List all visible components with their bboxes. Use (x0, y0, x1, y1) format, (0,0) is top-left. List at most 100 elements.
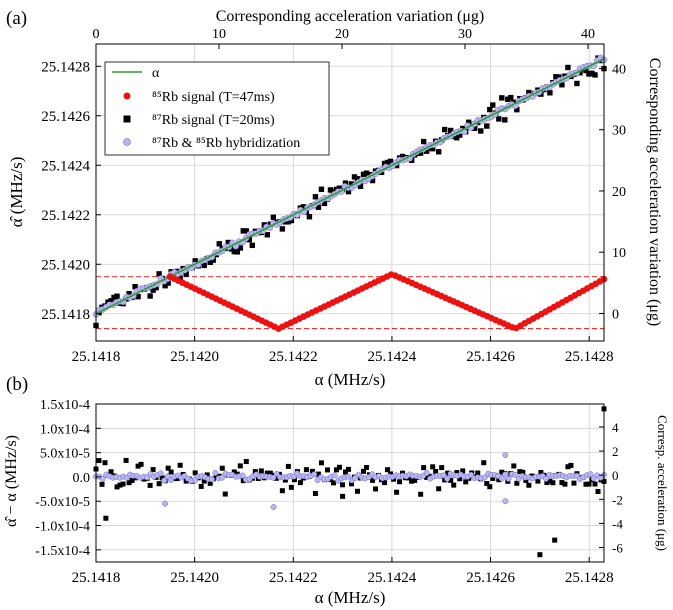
residual-hybrid-point (502, 471, 509, 478)
rb87-point (565, 64, 571, 71)
rb87-point (216, 241, 222, 247)
rb87-point (327, 187, 334, 193)
residual-rb87-point (382, 480, 388, 486)
right-axis-title-b: Corresp. acceleration (μg) (655, 415, 670, 551)
rb87-point (357, 183, 364, 189)
residual-rb87-point (222, 491, 228, 497)
residual-rb87-point (511, 463, 517, 469)
rb87-point (387, 158, 394, 165)
residual-hybrid-point (212, 469, 219, 476)
y-axis-title-a: α̂ (MHz/s) (7, 157, 26, 228)
residual-rb87-point (361, 468, 367, 474)
panel-label-a: (a) (6, 8, 27, 29)
residual-rb87-point (538, 470, 544, 476)
rb87-point (583, 67, 589, 74)
tick-label-x-a: 25.1422 (269, 349, 318, 365)
residual-rb87-point (451, 482, 457, 488)
residual-rb87-point (460, 468, 466, 474)
residual-rb87-point (309, 468, 315, 474)
rb87-point (435, 149, 442, 155)
residual-rb87-point (339, 482, 345, 488)
residual-rb87-point (457, 476, 463, 482)
rb87-point (381, 160, 388, 167)
rb87-point (348, 181, 355, 187)
rb87-point (318, 186, 325, 192)
x-axis-title-b: α (MHz/s) (315, 588, 386, 607)
x-axis-title-a: α (MHz/s) (315, 370, 386, 389)
residual-rb87-point (586, 481, 592, 487)
residual-rb87-point (99, 481, 105, 487)
residual-rb87-point (547, 478, 553, 484)
tick-label-right-a: 20 (612, 185, 626, 200)
rb87-point (306, 214, 313, 220)
rb87-point (420, 138, 427, 145)
rb87-point (399, 153, 406, 160)
legend-marker-rb87 (123, 115, 131, 123)
residual-rb87-point (231, 469, 237, 475)
residual-hybrid-point (587, 471, 594, 478)
legend-marker-rb85 (123, 92, 131, 100)
rb87-point (360, 171, 367, 178)
residual-rb87-point (336, 464, 342, 470)
residual-rb87-point (421, 465, 427, 471)
residual-rb87-point (150, 467, 156, 473)
tick-label-x-a: 25.1424 (368, 349, 417, 365)
residual-hybrid-point (440, 472, 447, 479)
residual-rb87-point (385, 467, 391, 473)
tick-label-y-b: -1.5x10-4 (35, 544, 90, 559)
residual-hybrid-point (481, 474, 488, 481)
residual-rb87-point (370, 477, 376, 483)
residual-rb87-outlier (552, 537, 558, 543)
residual-rb87-point (129, 478, 135, 484)
tick-label-top-a: 10 (212, 27, 226, 42)
rb87-point (315, 204, 322, 210)
residual-rb87-outlier (537, 552, 543, 558)
tick-label-x-a: 25.1420 (170, 349, 219, 365)
residual-rb87-point (138, 461, 144, 467)
residual-hybrid-point (423, 470, 430, 476)
residual-rb87-point (147, 482, 153, 488)
y-axis-title-b: α̂ − α (MHz/s) (3, 435, 20, 527)
residual-rb87-point (436, 486, 442, 492)
residual-hybrid-point (161, 477, 168, 484)
residual-rb87-point (559, 480, 565, 486)
rb87-point (153, 284, 159, 291)
residual-rb87-point (243, 459, 249, 465)
residual-hybrid-point (270, 474, 277, 481)
rb87-point (342, 180, 349, 186)
residual-hybrid-outlier (162, 500, 168, 507)
right-axis-title-a: Corresponding acceleration variation (μg… (646, 58, 663, 326)
tick-label-y-a: 25.1426 (41, 109, 90, 125)
residual-hybrid-point (543, 475, 549, 482)
legend-label-hybrid: ⁸⁷Rb & ⁸⁵Rb hybridization (152, 136, 300, 151)
residual-rb87-point (487, 484, 493, 490)
rb87-point (423, 148, 430, 154)
tick-label-right-a: 30 (612, 124, 626, 139)
residual-rb87-point (373, 486, 379, 492)
residual-rb87-point (571, 480, 577, 486)
rb87-point (502, 117, 508, 123)
tick-label-x-b: 25.1428 (565, 570, 614, 586)
residual-rb87-point (258, 468, 264, 474)
residual-rb87-point (282, 477, 288, 483)
rb87-point (457, 132, 463, 138)
tick-label-y-a: 25.1418 (41, 307, 90, 323)
rb87-point (150, 287, 156, 293)
rb87-point (234, 249, 240, 255)
residual-hybrid-point (331, 472, 338, 479)
residual-rb87-point (517, 469, 523, 475)
residual-rb87-point (342, 469, 348, 475)
residual-rb87-point (96, 458, 102, 464)
residual-rb87-point (535, 478, 541, 484)
residual-rb87-point (520, 469, 526, 475)
rb87-point (336, 185, 343, 191)
rb87-point (243, 228, 249, 234)
rb87-point (126, 290, 132, 297)
residual-rb87-point (285, 463, 291, 469)
rb87-point (429, 145, 436, 152)
plot-b-frame (95, 403, 605, 563)
residual-hybrid-point (164, 473, 171, 480)
residual-rb87-point (108, 469, 114, 475)
residual-hybrid-point (273, 470, 280, 477)
rb87-point (192, 258, 198, 264)
